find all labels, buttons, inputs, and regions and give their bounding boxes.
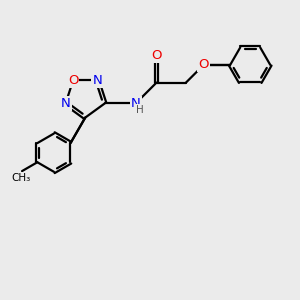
Text: O: O <box>151 49 162 62</box>
Text: N: N <box>61 97 70 110</box>
Text: N: N <box>92 74 102 87</box>
Text: O: O <box>199 58 209 71</box>
Text: O: O <box>68 74 78 87</box>
Text: CH₃: CH₃ <box>11 172 30 183</box>
Text: N: N <box>131 97 141 110</box>
Text: H: H <box>136 105 144 115</box>
